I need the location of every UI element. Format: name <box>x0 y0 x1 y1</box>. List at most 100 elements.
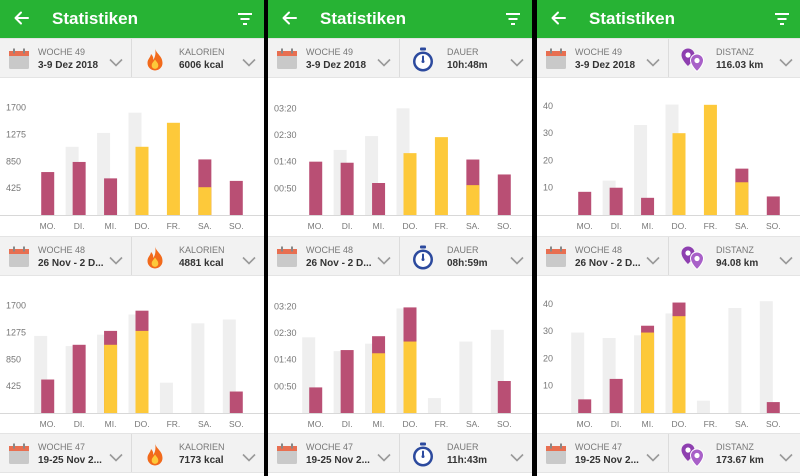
week-dropdown[interactable]: WOCHE 47 19-25 Nov 2... <box>0 434 132 472</box>
x-tick-label: DO. <box>671 221 686 231</box>
current-bar[interactable] <box>198 187 212 215</box>
chevron-down-icon <box>510 449 524 467</box>
current-bar[interactable] <box>672 316 686 413</box>
current-bar[interactable] <box>403 153 417 215</box>
current-bar[interactable] <box>672 133 686 215</box>
back-arrow-icon[interactable] <box>545 5 571 31</box>
back-arrow-icon[interactable] <box>8 5 34 31</box>
week-dropdown[interactable]: WOCHE 49 3-9 Dez 2018 <box>537 39 669 77</box>
x-tick-label: FR. <box>167 221 181 231</box>
past-bar[interactable] <box>41 172 55 215</box>
y-tick-label: 30 <box>543 128 553 138</box>
week-date-range: 3-9 Dez 2018 <box>575 60 636 71</box>
current-bar[interactable] <box>735 182 749 215</box>
calendar-icon <box>276 443 298 470</box>
current-bar[interactable] <box>372 353 386 413</box>
filter-icon[interactable] <box>232 6 258 32</box>
week-dropdown[interactable]: WOCHE 48 26 Nov - 2 D... <box>537 237 669 275</box>
past-bar[interactable] <box>72 161 86 215</box>
past-bar[interactable] <box>609 378 623 413</box>
back-arrow-icon[interactable] <box>276 5 302 31</box>
y-tick-label: 1700 <box>6 103 26 113</box>
current-bar[interactable] <box>135 146 149 215</box>
statistics-panel-distanz: Statistiken WOCHE 49 3-9 Dez 2018 DISTANZ 11… <box>537 0 800 476</box>
current-bar[interactable] <box>641 332 655 413</box>
week-dropdown[interactable]: WOCHE 47 19-25 Nov 2... <box>268 434 400 472</box>
metric-dropdown[interactable]: KALORIEN 7173 kcal <box>133 434 264 472</box>
past-bar[interactable] <box>104 178 118 215</box>
weekly-bar-chart: 03:20 02:30 01:40 00:50 MO. DI. MI. DO. FR. SA. SO… <box>268 82 532 237</box>
weekly-bar-chart: 1700 1275 850 425 MO. DI. MI. DO. FR. SA. SO. <box>0 82 264 237</box>
week-date-range: 3-9 Dez 2018 <box>38 60 99 71</box>
goal-bar <box>159 382 173 413</box>
week-date-range: 19-25 Nov 2... <box>575 455 639 466</box>
current-bar[interactable] <box>466 185 480 215</box>
bar-chart-svg: 1700 1275 850 425 MO. DI. MI. DO. FR. SA. SO. <box>0 103 264 231</box>
calendar-icon <box>545 443 567 470</box>
week-selector-row: WOCHE 47 19-25 Nov 2... DISTANZ 173.67 km <box>537 433 800 473</box>
metric-dropdown[interactable]: DISTANZ 94.08 km <box>670 237 800 275</box>
x-tick-label: FR. <box>435 221 449 231</box>
current-bar[interactable] <box>135 330 149 413</box>
week-dropdown[interactable]: WOCHE 48 26 Nov - 2 D... <box>0 237 132 275</box>
week-dropdown[interactable]: WOCHE 47 19-25 Nov 2... <box>537 434 669 472</box>
current-bar[interactable] <box>403 341 417 413</box>
chevron-down-icon <box>779 449 793 467</box>
chevron-down-icon <box>109 449 123 467</box>
metric-dropdown[interactable]: DISTANZ 173.67 km <box>670 434 800 472</box>
week-selector-row: WOCHE 49 3-9 Dez 2018 DISTANZ 116.03 km <box>537 38 800 78</box>
past-bar[interactable] <box>766 196 780 215</box>
goal-bar <box>759 301 773 413</box>
x-tick-label: SA. <box>198 221 212 231</box>
past-bar[interactable] <box>372 183 386 215</box>
past-bar[interactable] <box>641 197 655 215</box>
x-tick-label: DI. <box>611 221 622 231</box>
y-tick-label: 40 <box>543 101 553 111</box>
past-bar[interactable] <box>72 344 86 413</box>
metric-dropdown[interactable]: DAUER 11h:43m <box>401 434 532 472</box>
metric-value: 173.67 km <box>716 455 764 466</box>
filter-icon[interactable] <box>769 6 795 32</box>
past-bar[interactable] <box>340 162 354 215</box>
map-pins-icon <box>679 442 707 473</box>
metric-dropdown[interactable]: KALORIEN 4881 kcal <box>133 237 264 275</box>
metric-dropdown[interactable]: DAUER 08h:59m <box>401 237 532 275</box>
y-tick-label: 425 <box>6 381 21 391</box>
past-bar[interactable] <box>229 391 243 413</box>
filter-icon[interactable] <box>500 6 526 32</box>
x-tick-label: DO. <box>402 419 417 429</box>
x-tick-label: DO. <box>402 221 417 231</box>
past-bar[interactable] <box>340 350 354 413</box>
week-dropdown[interactable]: WOCHE 49 3-9 Dez 2018 <box>268 39 400 77</box>
past-bar[interactable] <box>766 402 780 413</box>
x-tick-label: SA. <box>735 221 749 231</box>
metric-dropdown[interactable]: KALORIEN 6006 kcal <box>133 39 264 77</box>
past-bar[interactable] <box>578 399 592 413</box>
week-selector-row: WOCHE 49 3-9 Dez 2018 DAUER 10h:48m <box>268 38 532 78</box>
past-bar[interactable] <box>309 387 323 413</box>
bar-chart-svg: 03:20 02:30 01:40 00:50 MO. DI. MI. DO. FR. SA. SO… <box>268 301 532 429</box>
current-bar[interactable] <box>166 122 180 215</box>
calendar-icon <box>545 246 567 273</box>
y-tick-label: 00:50 <box>274 381 297 391</box>
past-bar[interactable] <box>578 191 592 215</box>
past-bar[interactable] <box>609 187 623 215</box>
week-label: WOCHE 48 <box>306 245 354 255</box>
metric-value: 08h:59m <box>447 258 488 269</box>
past-bar[interactable] <box>41 379 55 413</box>
past-bar[interactable] <box>497 381 511 413</box>
current-bar[interactable] <box>703 104 717 215</box>
current-bar[interactable] <box>104 344 118 413</box>
current-bar[interactable] <box>434 137 448 215</box>
past-bar[interactable] <box>309 161 323 215</box>
weekly-bar-chart: 40 30 20 10 MO. DI. MI. DO. FR. SA. SO. <box>537 280 800 435</box>
x-tick-label: DI. <box>74 419 85 429</box>
chevron-down-icon <box>377 252 391 270</box>
week-dropdown[interactable]: WOCHE 49 3-9 Dez 2018 <box>0 39 132 77</box>
y-tick-label: 02:30 <box>274 328 297 338</box>
metric-dropdown[interactable]: DAUER 10h:48m <box>401 39 532 77</box>
week-dropdown[interactable]: WOCHE 48 26 Nov - 2 D... <box>268 237 400 275</box>
metric-dropdown[interactable]: DISTANZ 116.03 km <box>670 39 800 77</box>
past-bar[interactable] <box>497 174 511 215</box>
past-bar[interactable] <box>229 180 243 215</box>
